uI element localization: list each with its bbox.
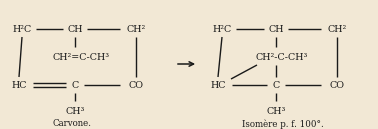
Text: H²C: H²C bbox=[212, 25, 232, 34]
Text: CH³: CH³ bbox=[65, 107, 85, 115]
Text: CH²: CH² bbox=[126, 25, 146, 34]
Text: C: C bbox=[273, 80, 280, 90]
Text: HC: HC bbox=[11, 80, 27, 90]
Text: HC: HC bbox=[210, 80, 226, 90]
Text: CH²-C-CH³: CH²-C-CH³ bbox=[256, 53, 308, 62]
Text: CH: CH bbox=[268, 25, 284, 34]
Text: H²C: H²C bbox=[12, 25, 32, 34]
Text: CO: CO bbox=[330, 80, 344, 90]
Text: CO: CO bbox=[129, 80, 144, 90]
Text: CH²: CH² bbox=[327, 25, 347, 34]
Text: CH: CH bbox=[67, 25, 83, 34]
Text: Carvone.: Carvone. bbox=[53, 119, 91, 128]
Text: C: C bbox=[71, 80, 79, 90]
Text: Isomère p. f. 100°.: Isomère p. f. 100°. bbox=[242, 119, 324, 129]
Text: CH²=C-CH³: CH²=C-CH³ bbox=[53, 53, 110, 62]
Text: CH³: CH³ bbox=[266, 107, 286, 115]
